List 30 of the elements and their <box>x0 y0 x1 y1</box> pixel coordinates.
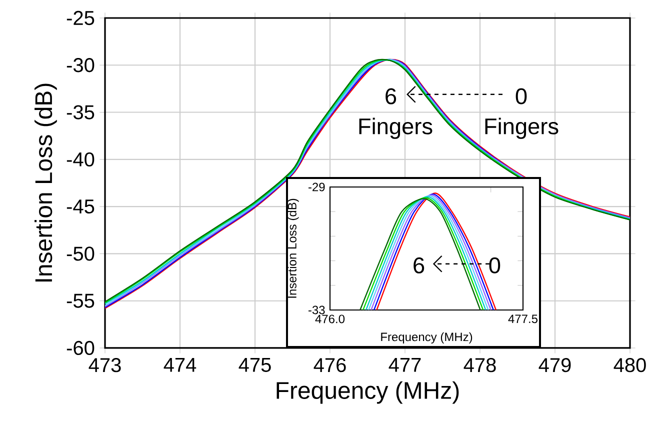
y-tick-label: -29 <box>308 182 325 192</box>
x-tick-label: 480 <box>614 358 646 372</box>
x-tick-label: 473 <box>88 358 121 372</box>
x-axis-title: Frequency (MHz) <box>276 381 459 404</box>
annotation: 0 <box>489 257 500 274</box>
x-tick-label: 477 <box>388 358 421 372</box>
x-tick-label: 474 <box>164 358 196 372</box>
x-tick-label: 477.5 <box>508 314 538 324</box>
y-tick-label: -55 <box>66 294 94 308</box>
x-axis-title: Frequency (MHz) <box>381 332 472 344</box>
annotation: 6 <box>414 257 424 274</box>
annotation: Fingers <box>485 118 558 139</box>
y-axis-title: Insertion Loss (dB) <box>34 84 57 282</box>
y-tick-label: -45 <box>66 200 94 214</box>
x-tick-label: 479 <box>538 358 571 372</box>
y-tick-label: -40 <box>66 152 94 166</box>
annotation: 0 <box>516 88 527 104</box>
annotation: 6 <box>386 88 396 104</box>
x-tick-label: 475 <box>238 358 271 372</box>
x-tick-label: 478 <box>464 358 496 372</box>
annotation: Fingers <box>359 118 432 139</box>
y-tick-label: -25 <box>66 10 94 26</box>
y-tick-label: -35 <box>66 105 94 120</box>
y-tick-label: -30 <box>66 58 94 72</box>
x-tick-label: 476 <box>314 358 346 372</box>
y-tick-label: -50 <box>66 246 94 261</box>
y-tick-label: -33 <box>308 306 325 314</box>
y-tick-label: -60 <box>66 340 94 356</box>
y-axis-title: Insertion Loss (dB) <box>288 198 299 298</box>
x-tick-label: 476.0 <box>315 314 345 324</box>
